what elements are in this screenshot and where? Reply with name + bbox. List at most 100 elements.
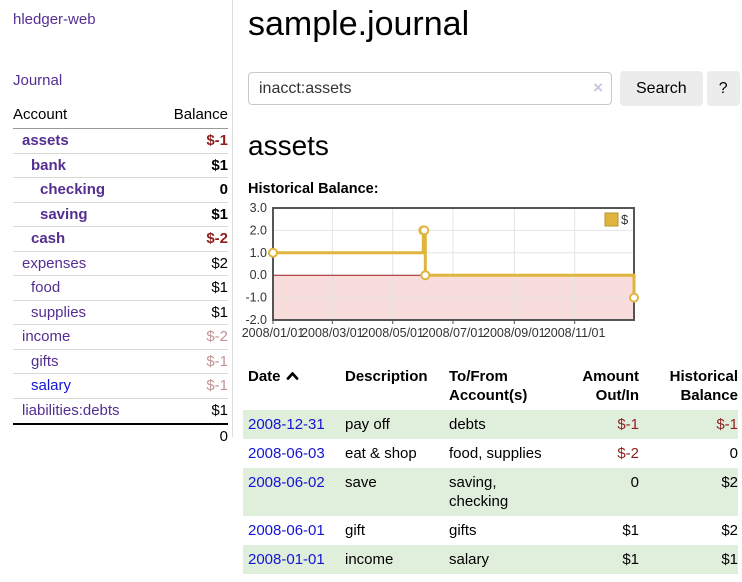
account-row: saving $1: [13, 203, 228, 227]
transaction-row: 2008-06-01 gift gifts $1 $2: [243, 516, 738, 545]
search-button[interactable]: Search: [620, 71, 703, 106]
chart-y-tick-label: 0.0: [250, 268, 267, 282]
account-balance: $-2: [206, 328, 228, 346]
account-link[interactable]: food: [31, 279, 61, 297]
account-link[interactable]: assets: [22, 132, 69, 150]
account-link[interactable]: salary: [31, 377, 72, 395]
column-header-accounts[interactable]: To/From Account(s): [449, 368, 528, 404]
account-row: supplies $1: [13, 301, 228, 325]
chart-point: [629, 292, 639, 303]
transaction-description: pay off: [345, 416, 390, 433]
transaction-balance: $2: [721, 474, 738, 491]
main-content: sample.journal × Search ? assets Histori…: [242, 0, 742, 574]
transaction-accounts: debts: [449, 416, 486, 433]
transaction-row: 2008-12-31 pay off debts $-1 $-1: [243, 410, 738, 439]
total-balance-value: 0: [219, 428, 228, 445]
clear-search-icon[interactable]: ×: [593, 78, 603, 97]
account-row: cash $-2: [13, 227, 228, 252]
account-balance: $1: [211, 402, 228, 420]
transaction-amount: $1: [622, 551, 639, 568]
chart-border: [272, 207, 635, 321]
account-link[interactable]: expenses: [22, 254, 87, 272]
transaction-description: income: [345, 551, 394, 568]
transaction-date-link[interactable]: 2008-06-03: [248, 445, 325, 462]
transaction-date-link[interactable]: 2008-06-01: [248, 522, 325, 539]
transaction-description: gift: [345, 522, 366, 539]
transaction-description: eat & shop: [345, 445, 417, 462]
account-balance: $1: [211, 279, 228, 297]
register-body: 2008-12-31 pay off debts $-1 $-1 2008-06…: [243, 410, 738, 574]
transaction-accounts: salary: [449, 551, 490, 568]
chart-x-tick-label: 2008/05/01: [361, 326, 424, 340]
transaction-date-link[interactable]: 2008-01-01: [248, 551, 325, 568]
account-balance: 0: [219, 181, 228, 199]
transaction-row: 2008-01-01 income salary $1 $1: [243, 545, 738, 574]
transaction-description: save: [345, 474, 377, 491]
account-link[interactable]: liabilities:debts: [22, 402, 120, 420]
page-title: sample.journal: [248, 5, 470, 43]
account-balance: $-2: [206, 230, 228, 248]
account-heading: assets: [248, 130, 329, 161]
chart-y-tick-label: 2.0: [250, 223, 267, 237]
chart-point: [420, 270, 431, 281]
transaction-accounts: saving, checking: [449, 474, 509, 510]
account-link[interactable]: saving: [40, 205, 88, 223]
account-row: expenses $2: [13, 252, 228, 276]
sidebar: hledger-web Journal Account Balance asse…: [0, 0, 233, 445]
account-balance: $1: [211, 205, 228, 223]
sort-ascending-chevron-up-icon: [286, 372, 298, 380]
account-link[interactable]: supplies: [31, 303, 87, 321]
account-column-header: Account: [13, 106, 68, 123]
transaction-row: 2008-06-02 save saving, checking 0 $2: [243, 468, 738, 516]
account-link[interactable]: income: [22, 328, 71, 346]
transaction-amount: 0: [630, 474, 639, 491]
transaction-accounts: gifts: [449, 522, 477, 539]
date-header-label: Date: [248, 368, 281, 385]
transaction-date-link[interactable]: 2008-12-31: [248, 416, 325, 433]
account-link[interactable]: checking: [40, 181, 106, 199]
search-row: × Search ?: [248, 71, 742, 106]
transaction-date-link[interactable]: 2008-06-02: [248, 474, 325, 491]
register-header-row: Date Description To/From Account(s) Amou…: [243, 361, 738, 410]
chart-x-tick-label: 2008/09/01: [483, 326, 546, 340]
account-link[interactable]: gifts: [31, 352, 59, 370]
transaction-accounts: food, supplies: [449, 445, 542, 462]
legend-swatch: [604, 212, 619, 227]
chart-title: Historical Balance:: [248, 181, 379, 197]
account-balance: $2: [211, 254, 228, 272]
account-link[interactable]: cash: [31, 230, 66, 248]
transaction-amount: $-2: [617, 445, 639, 462]
transaction-balance: $-1: [716, 416, 738, 433]
legend-label: $: [621, 212, 629, 227]
account-row: bank $1: [13, 154, 228, 178]
account-row: checking 0: [13, 178, 228, 203]
account-balance: $-1: [206, 377, 228, 395]
app-title-link[interactable]: hledger-web: [13, 11, 96, 28]
account-link[interactable]: bank: [31, 156, 67, 174]
column-header-description[interactable]: Description: [345, 368, 428, 385]
chart-y-tick-label: 1.0: [250, 246, 267, 260]
chart-point: [419, 225, 430, 236]
transaction-amount: $-1: [617, 416, 639, 433]
accounts-table-header: Account Balance: [13, 106, 228, 129]
column-header-balance[interactable]: Historical Balance: [669, 368, 738, 404]
account-row: food $1: [13, 276, 228, 301]
chart-x-tick-label: 2008/07/01: [422, 326, 485, 340]
account-row: salary $-1: [13, 374, 228, 399]
balance-column-header: Balance: [173, 106, 228, 123]
account-balance: $1: [211, 303, 228, 321]
search-input[interactable]: [248, 72, 612, 105]
transaction-amount: $1: [622, 522, 639, 539]
chart-x-tick-label: 2008/03/01: [301, 326, 364, 340]
sidebar-item-journal[interactable]: Journal: [13, 72, 63, 89]
account-balance: $-1: [206, 352, 228, 370]
historical-balance-chart: 2008/01/012008/03/012008/05/012008/07/01…: [242, 201, 639, 340]
transaction-balance: $1: [721, 551, 738, 568]
column-header-amount[interactable]: Amount Out/In: [582, 368, 639, 404]
chart-y-tick-label: 3.0: [250, 201, 267, 215]
chart-y-tick-label: -1.0: [245, 291, 267, 305]
column-header-date[interactable]: Date: [243, 361, 345, 410]
account-row: gifts $-1: [13, 350, 228, 374]
account-row: liabilities:debts $1: [13, 399, 228, 424]
help-button[interactable]: ?: [706, 71, 740, 106]
